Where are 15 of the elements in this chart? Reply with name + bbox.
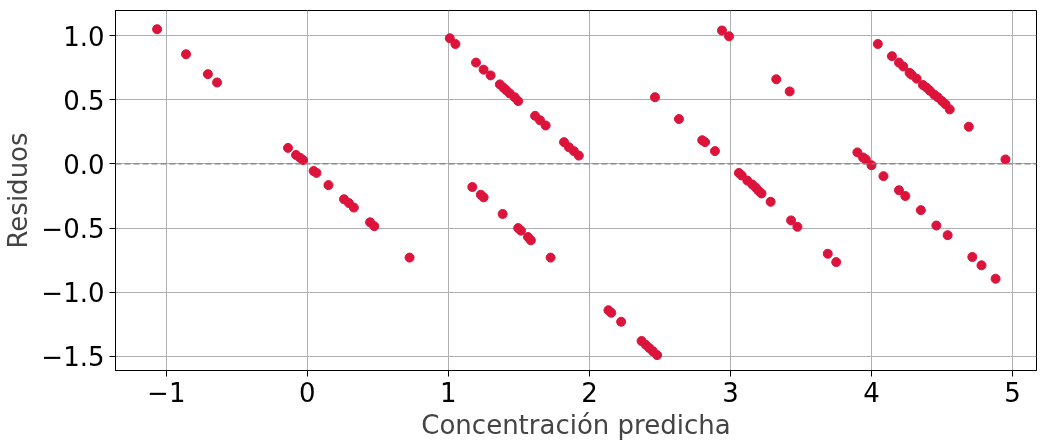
- x-tick-label: 5: [1004, 377, 1021, 408]
- x-tick-label: 3: [722, 377, 739, 408]
- x-tick-label: 2: [581, 377, 598, 408]
- y-tick-label: 0.0: [63, 149, 105, 180]
- y-tick-label: −1.0: [41, 278, 105, 309]
- x-tick-label: −1: [147, 377, 186, 408]
- x-tick-label: 0: [299, 377, 316, 408]
- y-tick-label: 0.5: [63, 85, 105, 116]
- x-tick-label: 1: [440, 377, 457, 408]
- y-tick-label: 1.0: [63, 21, 105, 52]
- y-tick-label: −1.5: [41, 342, 105, 373]
- x-tick-label: 4: [863, 377, 880, 408]
- y-tick-label: −0.5: [41, 214, 105, 245]
- y-axis-title: Residuos: [3, 132, 34, 249]
- x-axis-title: Concentración predicha: [421, 409, 731, 440]
